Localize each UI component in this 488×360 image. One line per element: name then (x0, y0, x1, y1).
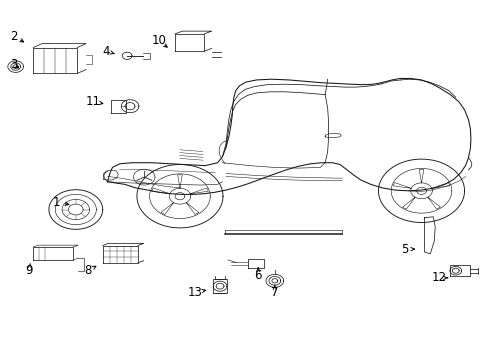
Text: 3: 3 (10, 58, 18, 71)
Text: 13: 13 (188, 286, 203, 299)
Text: 5: 5 (400, 243, 408, 256)
Text: 9: 9 (25, 264, 33, 277)
Text: 4: 4 (102, 45, 110, 58)
Text: 11: 11 (85, 95, 100, 108)
Text: 6: 6 (254, 269, 262, 282)
Text: 12: 12 (431, 271, 446, 284)
Text: 7: 7 (270, 286, 278, 299)
Text: 2: 2 (10, 30, 18, 42)
Text: 8: 8 (84, 264, 92, 277)
Text: 1: 1 (53, 196, 61, 209)
Text: 10: 10 (151, 34, 166, 47)
